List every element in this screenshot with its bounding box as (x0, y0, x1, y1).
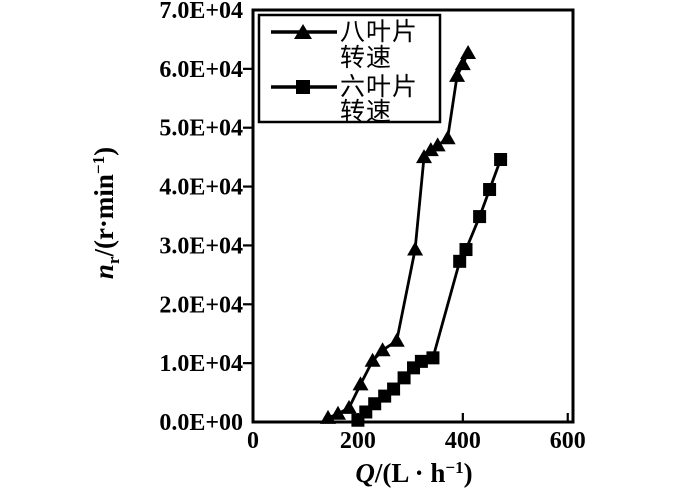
data-point-triangle (364, 352, 381, 367)
data-point-square (494, 152, 508, 166)
data-point-triangle (460, 44, 477, 59)
x-tick-label: 200 (340, 428, 376, 454)
data-point-square (387, 382, 401, 396)
data-point-triangle (320, 409, 337, 424)
plot-border (251, 8, 575, 424)
y-tick-label: 0.0E+00 (159, 410, 243, 436)
data-point-triangle (374, 342, 391, 357)
x-tick-label: 400 (445, 428, 481, 454)
data-point-square (426, 351, 440, 365)
series-line-square (356, 159, 502, 422)
data-point-square (459, 243, 473, 257)
y-tick-label: 3.0E+04 (159, 233, 243, 259)
legend-label-series2-line2: 转速 (340, 98, 392, 126)
data-point-triangle (439, 130, 456, 145)
data-point-triangle (416, 149, 433, 164)
y-tick-label: 7.0E+04 (159, 0, 243, 24)
data-point-triangle (341, 399, 357, 414)
data-series (320, 44, 508, 427)
y-tick-label: 2.0E+04 (159, 292, 243, 318)
data-point-triangle (449, 67, 466, 82)
legend: 八叶片 转速 六叶片 转速 (257, 13, 442, 126)
data-point-square (453, 254, 467, 268)
triangle-marker-icon (294, 24, 312, 39)
x-axis-label: Q/(L · h−1) (355, 458, 472, 488)
square-marker-icon (296, 80, 310, 94)
axes-ticks: 0 200 400 600 0.0E+00 1.0E+04 2.0E+04 3.0E+04 4.… (159, 0, 585, 454)
data-point-square (397, 371, 411, 385)
data-point-square (414, 354, 428, 368)
legend-label-series2-line1: 六叶片 (340, 73, 418, 101)
y-tick-label: 5.0E+04 (159, 116, 243, 142)
y-tick-label: 4.0E+04 (159, 175, 243, 201)
legend-label-series1-line2: 转速 (340, 44, 392, 72)
data-point-triangle (352, 376, 369, 391)
data-point-triangle (329, 405, 346, 420)
legend-label-series1-line1: 八叶片 (340, 18, 418, 46)
x-tick-label: 0 (247, 428, 259, 454)
data-point-square (483, 183, 497, 197)
y-tick-label: 1.0E+04 (159, 351, 243, 377)
x-tick-label: 600 (550, 428, 586, 454)
data-point-square (473, 210, 487, 224)
data-point-triangle (407, 241, 424, 256)
data-point-triangle (422, 142, 439, 157)
data-point-triangle (429, 137, 446, 152)
data-point-square (368, 397, 382, 411)
data-point-triangle (454, 56, 471, 71)
y-axis-label: nr/(r·min−1) (89, 147, 123, 279)
data-point-triangle (388, 332, 405, 347)
y-tick-label: 6.0E+04 (159, 57, 243, 83)
